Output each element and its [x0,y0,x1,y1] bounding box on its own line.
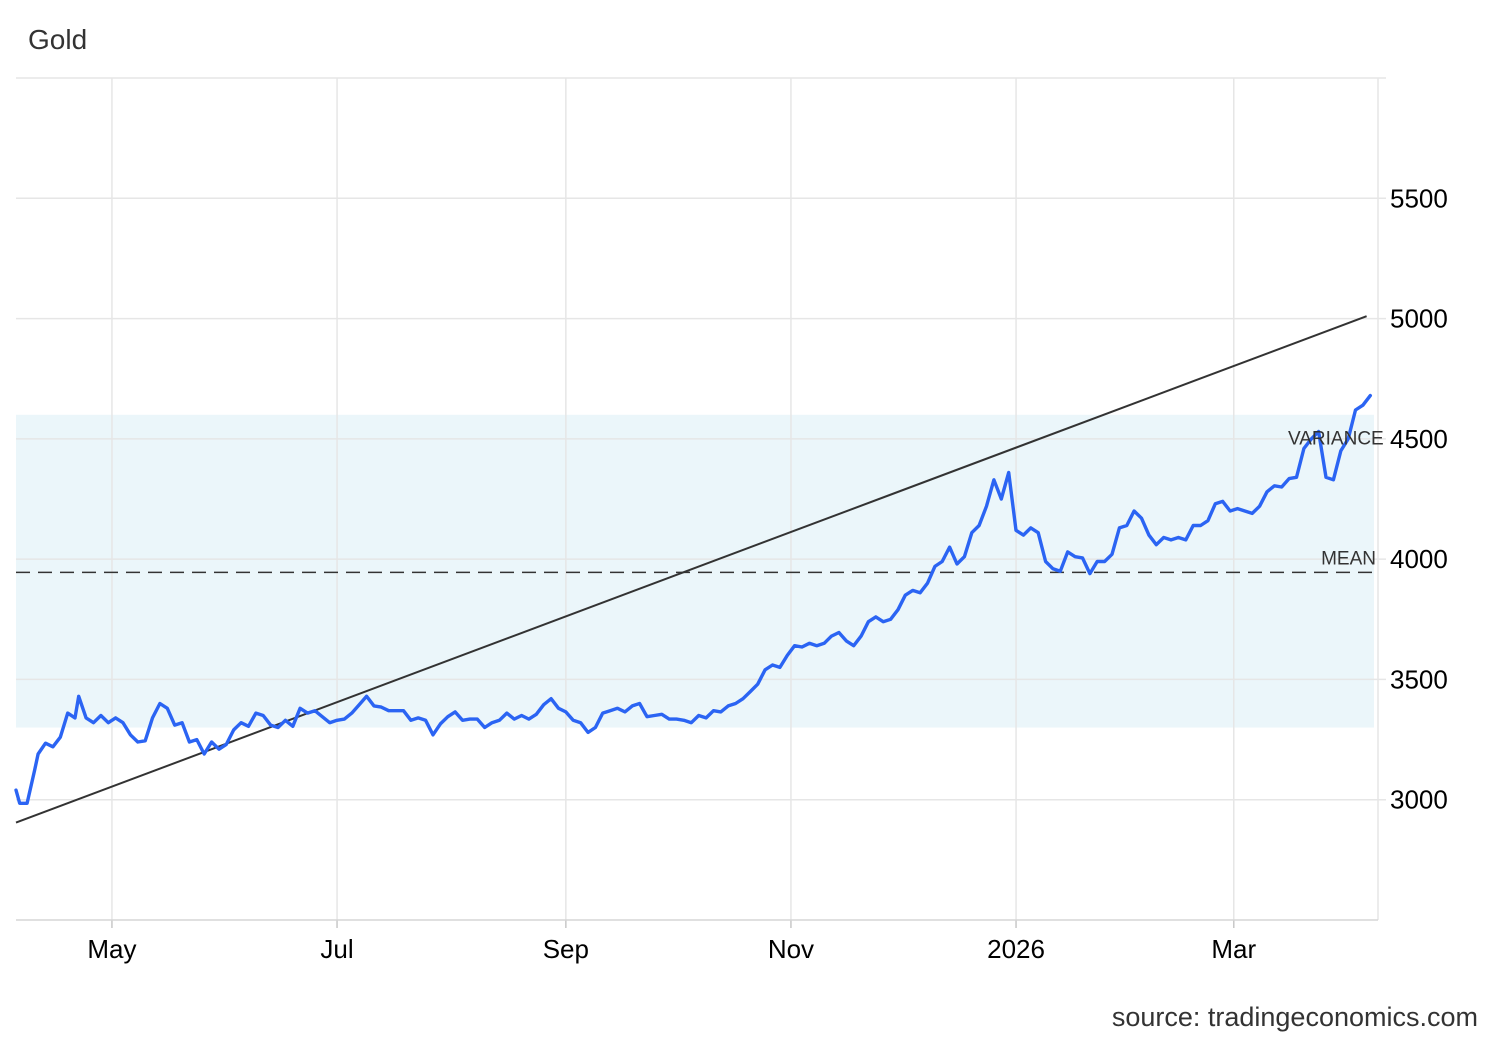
y-tick-label: 4000 [1390,544,1448,574]
y-tick-label: 3500 [1390,664,1448,694]
trend-line [15,315,1367,824]
mean-label: MEAN [1321,548,1376,569]
variance-label: VARIANCE [1288,429,1384,450]
reference-lines-layer [15,315,1374,824]
y-tick-label: 5500 [1390,183,1448,213]
y-tick-label: 3000 [1390,785,1448,815]
variance-band-layer [16,414,1374,728]
series-line-gold [14,393,1373,805]
x-tick-label: Sep [543,934,589,964]
series-layer [14,393,1373,805]
variance-band [16,414,1374,728]
x-tick-label: 2026 [987,934,1045,964]
grid-layer [16,77,1386,920]
labels-layer: MEAN VARIANCE [1288,429,1384,570]
x-tick-label: May [87,934,136,964]
x-tick-label: Jul [320,934,353,964]
y-tick-label: 4500 [1390,424,1448,454]
x-tick-label: Nov [768,934,814,964]
x-tick-label: Mar [1211,934,1256,964]
axis-layer: 3000 3500 4000 4500 5000 5500 May Jul Sep Nov 2026… [16,183,1448,964]
y-tick-label: 5000 [1390,304,1448,334]
chart-title: Gold [28,24,87,55]
source-credit: source: tradingeconomics.com [1112,1002,1478,1032]
